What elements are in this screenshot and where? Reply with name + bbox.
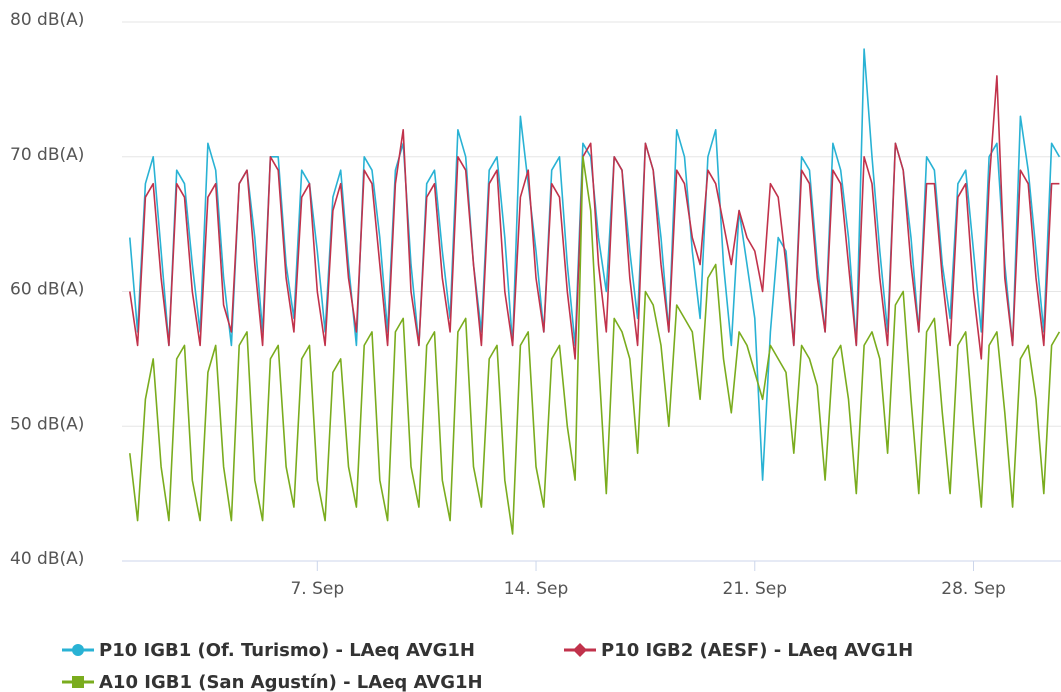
legend-label: A10 IGB1 (San Agustín) - LAeq AVG1H bbox=[99, 672, 483, 692]
legend-label: P10 IGB2 (AESF) - LAeq AVG1H bbox=[601, 640, 913, 661]
y-tick-label: 70 dB(A) bbox=[10, 145, 84, 165]
series-line bbox=[129, 156, 1061, 535]
legend-marker bbox=[72, 644, 84, 656]
legend-item: P10 IGB2 (AESF) - LAeq AVG1H bbox=[564, 640, 913, 661]
series-line bbox=[129, 75, 1060, 360]
legend-marker bbox=[72, 676, 84, 688]
y-tick-label: 40 dB(A) bbox=[10, 549, 84, 569]
legend-label: P10 IGB1 (Of. Turismo) - LAeq AVG1H bbox=[99, 640, 475, 661]
x-tick-label: 28. Sep bbox=[941, 579, 1005, 599]
x-tick-label: 21. Sep bbox=[723, 579, 787, 599]
y-tick-label: 50 dB(A) bbox=[10, 414, 84, 434]
y-tick-label: 80 dB(A) bbox=[10, 10, 84, 30]
legend-marker bbox=[573, 643, 587, 657]
legend-item: P10 IGB1 (Of. Turismo) - LAeq AVG1H bbox=[62, 640, 475, 661]
y-tick-label: 60 dB(A) bbox=[10, 280, 84, 300]
series-line bbox=[129, 48, 1061, 481]
x-tick-label: 14. Sep bbox=[504, 579, 568, 599]
legend-item: A10 IGB1 (San Agustín) - LAeq AVG1H bbox=[62, 672, 483, 692]
x-tick-label: 7. Sep bbox=[290, 579, 344, 599]
